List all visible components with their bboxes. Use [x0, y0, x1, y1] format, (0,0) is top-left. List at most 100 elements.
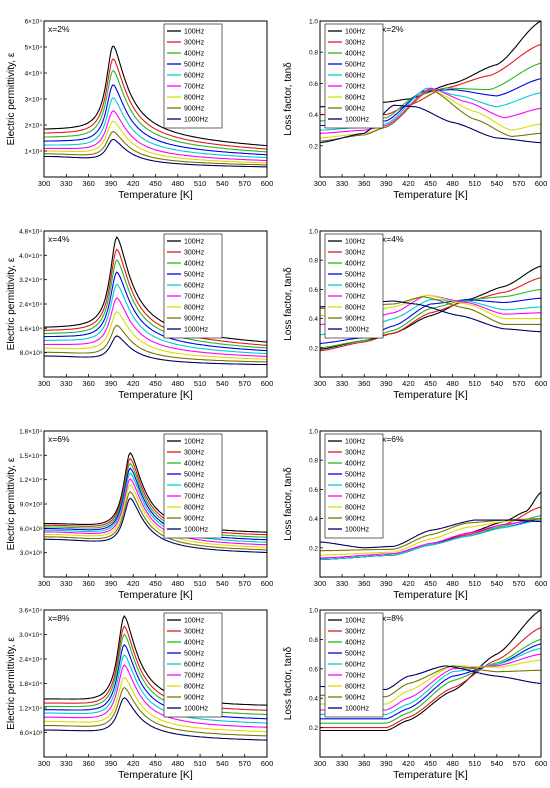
composition-annotation: x=6%	[382, 434, 404, 444]
series-line-1000Hz	[44, 138, 267, 168]
x-tick-label: 360	[358, 179, 371, 188]
x-tick-label: 300	[314, 379, 327, 388]
x-tick-label: 300	[38, 579, 51, 588]
legend-label-400Hz: 400Hz	[184, 461, 205, 468]
legend-label-400Hz: 400Hz	[345, 51, 366, 58]
x-tick-label: 360	[358, 379, 371, 388]
legend-label-800Hz: 800Hz	[345, 684, 366, 691]
legend-box	[163, 23, 223, 129]
series-line-100Hz	[44, 451, 267, 533]
legend: 100Hz 300Hz 400Hz 500Hz 600Hz 700Hz 800Hz 900Hz…	[163, 433, 223, 539]
x-tick-label: 390	[380, 179, 393, 188]
x-tick-label: 450	[424, 379, 437, 388]
y-tick-label: 0.6	[309, 666, 318, 673]
series-line-1000Hz	[44, 497, 267, 554]
x-tick-label: 330	[336, 179, 349, 188]
legend: 100Hz 300Hz 400Hz 500Hz 600Hz 700Hz 800Hz 900Hz…	[324, 612, 384, 718]
composition-annotation: x=8%	[48, 613, 70, 623]
chart-6: 300 330 360 390 420 450 480 510 540 570 600 0.2 0.4 0…	[283, 429, 547, 602]
x-tick-label: 480	[172, 179, 185, 188]
chart-8: 300 330 360 390 420 450 480 510 540 570 600 0.2 0.4 0…	[283, 608, 547, 782]
series-line-600Hz	[320, 519, 541, 561]
x-tick-label: 510	[194, 179, 207, 188]
x-tick-label: 420	[402, 379, 415, 388]
series-line-400Hz	[44, 462, 267, 538]
series-line-800Hz	[44, 310, 267, 360]
x-tick-label: 450	[424, 759, 437, 768]
x-tick-label: 360	[82, 759, 95, 768]
y-tick-label: 0.8	[309, 50, 318, 57]
chart-7: 300 330 360 390 420 450 480 510 540 570 600 6.0×10³…	[6, 608, 273, 782]
y-tick-label: 4.0×10⁴	[19, 253, 42, 260]
legend-label-700Hz: 700Hz	[345, 84, 366, 91]
x-tick-label: 330	[60, 759, 73, 768]
series-line-300Hz	[320, 277, 541, 352]
legend-label-800Hz: 800Hz	[184, 505, 205, 512]
legend-label-400Hz: 400Hz	[184, 261, 205, 268]
series-line-500Hz	[44, 643, 267, 720]
legend-label-800Hz: 800Hz	[345, 305, 366, 312]
legend-label-700Hz: 700Hz	[345, 294, 366, 301]
legend-label-500Hz: 500Hz	[345, 651, 366, 658]
legend-label-1000Hz: 1000Hz	[345, 327, 370, 334]
legend-label-500Hz: 500Hz	[184, 651, 205, 658]
x-tick-label: 600	[261, 759, 274, 768]
y-tick-label: 1.0	[309, 229, 318, 236]
x-tick-label: 330	[60, 579, 73, 588]
x-tick-label: 420	[402, 759, 415, 768]
series-line-300Hz	[44, 457, 267, 536]
x-tick-label: 420	[127, 579, 140, 588]
legend-label-1000Hz: 1000Hz	[345, 706, 370, 713]
y-tick-label: 0.8	[309, 258, 318, 265]
x-tick-label: 300	[314, 759, 327, 768]
series-line-900Hz	[44, 324, 267, 363]
x-tick-label: 480	[446, 759, 459, 768]
y-tick-label: 0.4	[309, 316, 318, 323]
y-tick-label: 0.4	[309, 516, 318, 523]
x-axis-label: Temperature [K]	[393, 189, 468, 201]
legend-label-400Hz: 400Hz	[345, 461, 366, 468]
y-tick-label: 1.0	[309, 429, 318, 436]
series-line-500Hz	[44, 84, 267, 156]
legend-label-800Hz: 800Hz	[345, 95, 366, 102]
legend-label-300Hz: 300Hz	[345, 450, 366, 457]
legend: 100Hz 300Hz 400Hz 500Hz 600Hz 700Hz 800Hz 900Hz…	[163, 612, 223, 718]
legend-box	[163, 433, 223, 539]
composition-annotation: x=2%	[48, 24, 70, 34]
legend-label-500Hz: 500Hz	[345, 272, 366, 279]
y-tick-label: 1.2×10⁴	[19, 706, 42, 713]
chart-5: 300 330 360 390 420 450 480 510 540 570 600 3.0×10³…	[6, 429, 273, 602]
series-line-100Hz	[320, 610, 541, 732]
y-tick-label: 0.4	[309, 112, 318, 119]
legend-label-1000Hz: 1000Hz	[184, 527, 209, 534]
legend-label-900Hz: 900Hz	[345, 516, 366, 523]
series-line-900Hz	[44, 686, 267, 737]
series-line-700Hz	[44, 664, 267, 728]
series-line-400Hz	[320, 638, 541, 724]
y-tick-label: 0.2	[309, 345, 318, 352]
y-axis-label: Loss factor, tanδ	[283, 646, 294, 720]
y-tick-label: 0.2	[309, 725, 318, 732]
legend-label-300Hz: 300Hz	[345, 250, 366, 257]
legend-label-300Hz: 300Hz	[184, 250, 205, 257]
x-tick-label: 390	[105, 179, 118, 188]
legend-label-1000Hz: 1000Hz	[184, 117, 209, 124]
x-tick-label: 570	[238, 579, 251, 588]
x-tick-label: 570	[513, 379, 526, 388]
legend-label-600Hz: 600Hz	[184, 283, 205, 290]
series-line-500Hz	[44, 271, 267, 352]
y-tick-label: 3×10⁴	[25, 97, 43, 104]
series-line-300Hz	[44, 625, 267, 711]
x-tick-label: 300	[38, 379, 51, 388]
y-tick-label: 1.5×10⁴	[19, 453, 42, 460]
y-tick-label: 3.0×10³	[20, 550, 43, 557]
series-line-900Hz	[44, 491, 267, 551]
legend-label-500Hz: 500Hz	[345, 472, 366, 479]
y-tick-label: 6.0×10³	[20, 730, 43, 737]
x-tick-label: 390	[380, 579, 393, 588]
legend-box	[163, 233, 223, 339]
x-tick-label: 450	[424, 179, 437, 188]
chart-3: 300 330 360 390 420 450 480 510 540 570 600 8.0×10³…	[6, 229, 273, 402]
legend-label-1000Hz: 1000Hz	[184, 706, 209, 713]
